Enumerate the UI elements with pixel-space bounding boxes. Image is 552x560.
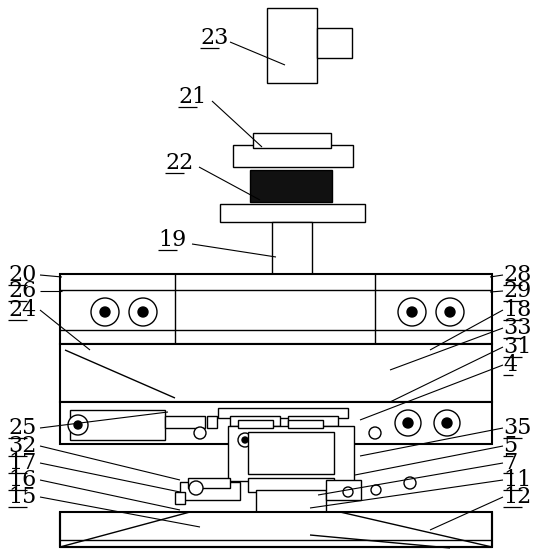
Circle shape [434,410,460,436]
Circle shape [445,307,455,317]
Text: 12: 12 [503,486,531,508]
Circle shape [398,298,426,326]
Bar [70,410,165,440]
Bar [165,416,205,428]
Bar [188,478,230,488]
Circle shape [407,307,417,317]
Text: 20: 20 [8,264,36,286]
Bar [218,408,348,418]
Bar [175,492,185,504]
Text: 35: 35 [503,417,532,439]
Text: 25: 25 [8,417,36,439]
Text: 32: 32 [8,435,36,457]
Circle shape [271,453,285,467]
Circle shape [242,437,248,443]
Text: 24: 24 [8,299,36,321]
Bar [207,416,217,428]
Circle shape [309,437,315,443]
Bar [272,222,312,274]
Text: 5: 5 [503,435,517,457]
Circle shape [194,427,206,439]
Bar [250,170,332,202]
Text: 29: 29 [503,280,531,302]
Circle shape [403,418,413,428]
Text: 7: 7 [503,452,517,474]
Bar [60,344,492,402]
Circle shape [138,307,148,317]
Text: 33: 33 [503,317,532,339]
Circle shape [404,477,416,489]
Bar [60,402,492,444]
Text: 18: 18 [503,299,532,321]
Bar [317,28,352,58]
Circle shape [74,421,82,429]
Circle shape [238,433,252,447]
Circle shape [305,433,319,447]
Bar [256,490,326,512]
Bar [228,426,354,481]
Bar [288,420,323,428]
Text: 23: 23 [200,27,229,49]
Circle shape [189,481,203,495]
Circle shape [436,298,464,326]
Bar [248,432,334,474]
Text: 22: 22 [165,152,193,174]
Bar [60,512,492,547]
Text: 31: 31 [503,336,532,358]
Bar [230,416,280,426]
Circle shape [100,307,110,317]
Bar [60,274,492,344]
Bar [180,482,240,500]
Circle shape [68,415,88,435]
Bar [233,145,353,167]
Text: 16: 16 [8,469,36,491]
Text: 4: 4 [503,354,517,376]
Circle shape [369,427,381,439]
Text: 15: 15 [8,486,36,508]
Circle shape [275,457,281,463]
Bar [248,478,334,492]
Text: 26: 26 [8,280,36,302]
Circle shape [91,298,119,326]
Circle shape [442,418,452,428]
Bar [220,204,365,222]
Circle shape [343,487,353,497]
Bar [253,133,331,148]
Text: 28: 28 [503,264,532,286]
Bar [238,420,273,428]
Text: 19: 19 [158,229,186,251]
Circle shape [129,298,157,326]
Bar [267,8,317,83]
Circle shape [395,410,421,436]
Bar [326,480,361,500]
Bar [288,416,338,426]
Circle shape [371,485,381,495]
Text: 21: 21 [178,86,206,108]
Text: 11: 11 [503,469,531,491]
Text: 17: 17 [8,452,36,474]
